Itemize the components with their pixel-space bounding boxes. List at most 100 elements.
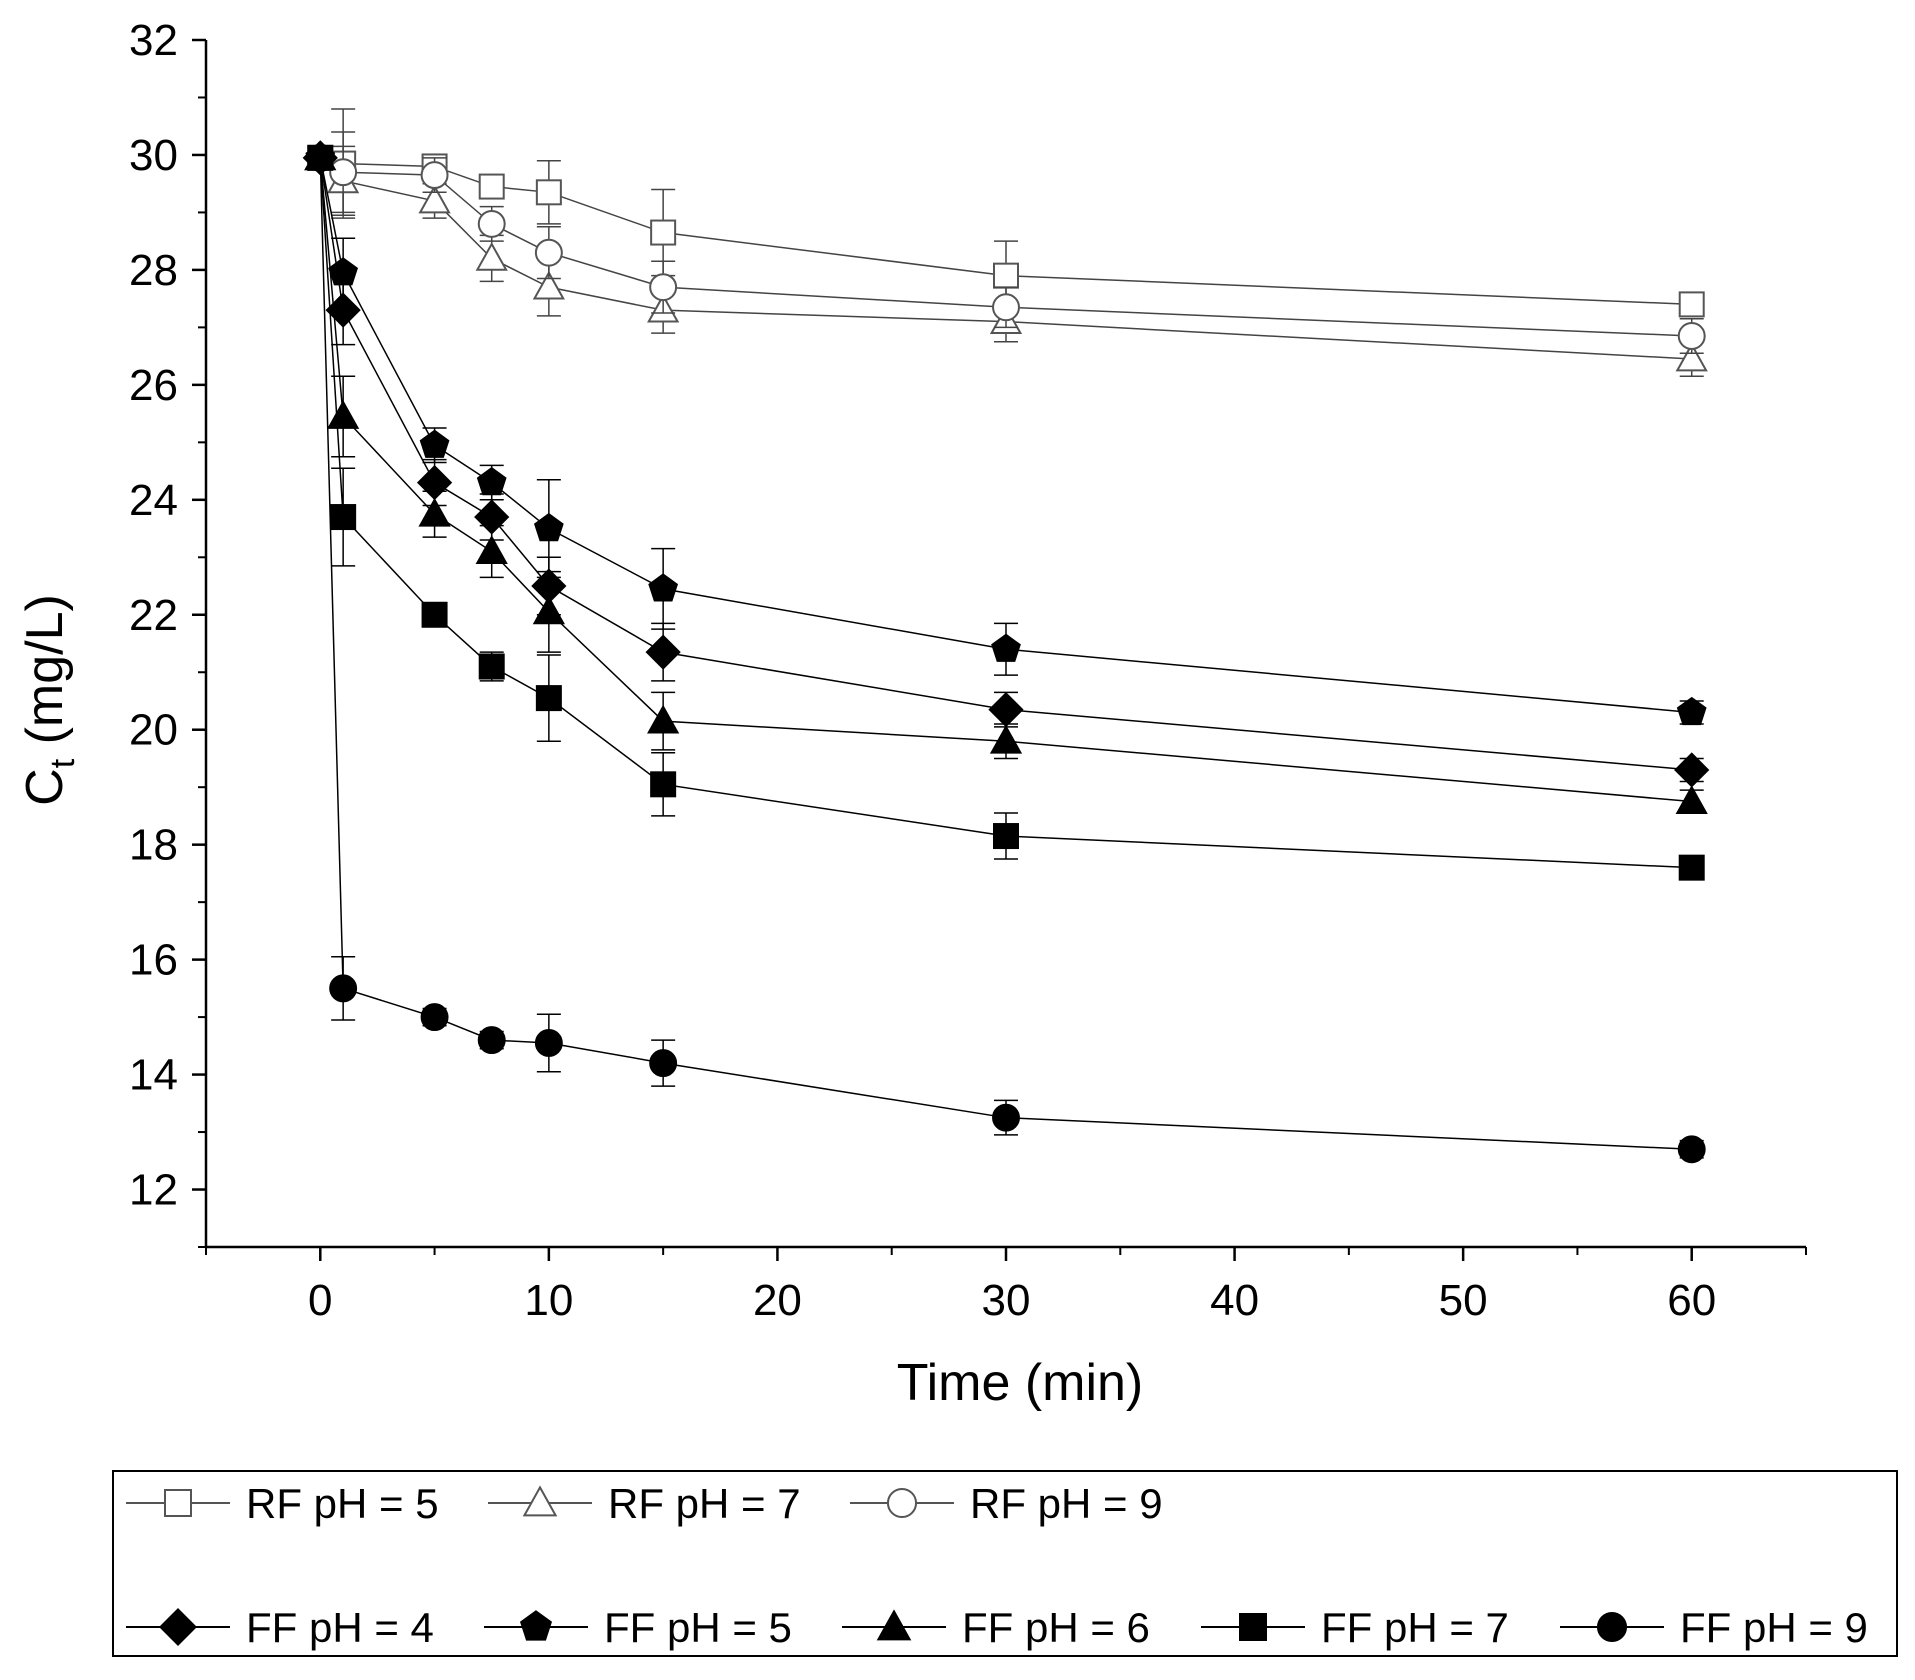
legend-item: FF pH = 9 (1560, 1604, 1868, 1651)
data-point (1675, 785, 1708, 814)
series-line (319, 157, 1692, 1151)
data-point (648, 573, 679, 602)
y-axis-title-unit: (mg/L) (16, 594, 74, 759)
series-line (320, 157, 1692, 306)
legend-label: FF pH = 9 (1680, 1604, 1868, 1651)
y-tick-label: 30 (129, 131, 178, 180)
series-line (319, 157, 1692, 714)
legend-marker (1239, 1613, 1267, 1641)
series-ff-ph-6 (304, 141, 1708, 814)
data-point (421, 601, 448, 628)
y-tick-label: 32 (129, 16, 178, 65)
data-point (534, 1028, 563, 1057)
x-tick-label: 60 (1667, 1276, 1716, 1325)
data-point (306, 143, 335, 172)
data-point (532, 270, 565, 300)
legend-marker (876, 1609, 912, 1641)
legend-label: FF pH = 5 (604, 1604, 792, 1651)
y-tick-label: 16 (129, 936, 178, 985)
legend-marker (1596, 1611, 1628, 1643)
data-point (1677, 1135, 1706, 1164)
legend: RF pH = 5 RF pH = 7 RF pH = 9 FF pH = 4 FF p… (112, 1470, 1898, 1657)
y-tick-label: 14 (129, 1051, 178, 1100)
legend-marker (159, 1608, 197, 1646)
x-tick-label: 30 (982, 1276, 1031, 1325)
legend-label: RF pH = 9 (970, 1480, 1163, 1527)
legend-label: FF pH = 4 (246, 1604, 434, 1651)
data-point (1676, 696, 1707, 726)
x-tick-label: 50 (1439, 1276, 1488, 1325)
data-point (478, 173, 505, 200)
legend-marker (164, 1489, 192, 1517)
y-tick-label: 24 (129, 476, 178, 525)
data-point (534, 238, 563, 267)
y-axis-title-subscript: t (44, 758, 82, 768)
data-point (1678, 291, 1705, 318)
y-axis-title-main: C (16, 768, 74, 806)
y-tick-label: 28 (129, 246, 178, 295)
series-group (302, 108, 1710, 1164)
y-tick-label: 18 (129, 821, 178, 870)
legend-item: FF pH = 5 (484, 1604, 792, 1651)
y-tick-label: 22 (129, 591, 178, 640)
series-line (319, 157, 1692, 869)
data-point (420, 1003, 449, 1032)
data-point (645, 634, 681, 670)
data-point (649, 1049, 678, 1078)
data-point (477, 1026, 506, 1055)
data-point (475, 535, 508, 564)
y-tick-label: 12 (129, 1166, 178, 1215)
data-point (647, 704, 680, 734)
series-line (319, 157, 1692, 803)
data-point (650, 771, 677, 798)
y-axis-title: Ct (mg/L) (16, 594, 82, 806)
data-point (535, 685, 562, 712)
data-point (992, 1103, 1020, 1132)
data-point (328, 257, 359, 286)
data-point (533, 512, 564, 542)
series-line (319, 157, 1692, 337)
data-point (330, 504, 357, 531)
ticks: 0 10 20 30 40 50 60 12 14 16 18 20 22 24 26 28 30 32 (129, 16, 1807, 1325)
series-line (319, 157, 1692, 771)
legend-marker (519, 1610, 553, 1641)
legend-item: RF pH = 5 (126, 1480, 439, 1527)
x-tick-label: 40 (1210, 1276, 1259, 1325)
data-point (1675, 342, 1708, 372)
data-point (649, 273, 678, 302)
data-point (419, 429, 450, 458)
data-point (993, 823, 1019, 850)
data-point (991, 633, 1021, 662)
series-ff-ph-9 (306, 143, 1706, 1164)
data-point (477, 209, 506, 238)
data-point (418, 497, 451, 527)
series-line (319, 157, 1692, 360)
legend-label: RF pH = 5 (246, 1480, 439, 1527)
data-point (1678, 854, 1705, 881)
legend-marker (522, 1485, 558, 1517)
data-point (418, 184, 451, 214)
legend-items: RF pH = 5 RF pH = 7 RF pH = 9 FF pH = 4 FF p… (126, 1480, 1868, 1651)
legend-label: RF pH = 7 (608, 1480, 801, 1527)
data-point (478, 653, 505, 680)
data-point (475, 241, 508, 271)
x-tick-label: 20 (753, 1276, 802, 1325)
data-point (329, 158, 358, 187)
legend-label: FF pH = 7 (1321, 1604, 1509, 1651)
data-point (1677, 322, 1706, 350)
x-tick-label: 0 (308, 1276, 332, 1325)
legend-item: FF pH = 6 (842, 1604, 1150, 1651)
legend-item: RF pH = 9 (850, 1480, 1163, 1527)
data-point (329, 974, 358, 1003)
data-point (993, 262, 1019, 289)
x-axis-title: Time (min) (897, 1354, 1144, 1412)
y-tick-label: 20 (129, 706, 178, 755)
y-tick-label: 26 (129, 361, 178, 410)
data-point (650, 219, 677, 246)
data-point (476, 466, 507, 496)
data-point (532, 595, 565, 625)
data-point (992, 293, 1020, 322)
legend-item: FF pH = 4 (126, 1604, 434, 1651)
series-ff-ph-7 (307, 144, 1705, 881)
